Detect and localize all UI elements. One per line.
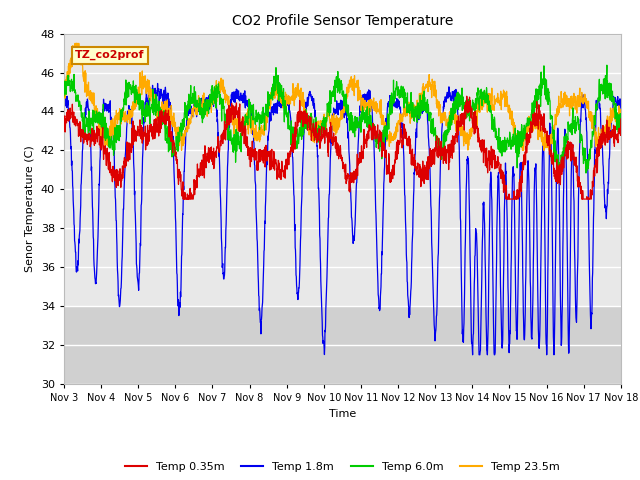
Bar bbox=[64, 306, 621, 384]
Title: CO2 Profile Sensor Temperature: CO2 Profile Sensor Temperature bbox=[232, 14, 453, 28]
X-axis label: Time: Time bbox=[329, 408, 356, 419]
Legend: Temp 0.35m, Temp 1.8m, Temp 6.0m, Temp 23.5m: Temp 0.35m, Temp 1.8m, Temp 6.0m, Temp 2… bbox=[120, 457, 564, 477]
Y-axis label: Senor Temperature (C): Senor Temperature (C) bbox=[25, 145, 35, 272]
Text: TZ_co2prof: TZ_co2prof bbox=[75, 50, 145, 60]
